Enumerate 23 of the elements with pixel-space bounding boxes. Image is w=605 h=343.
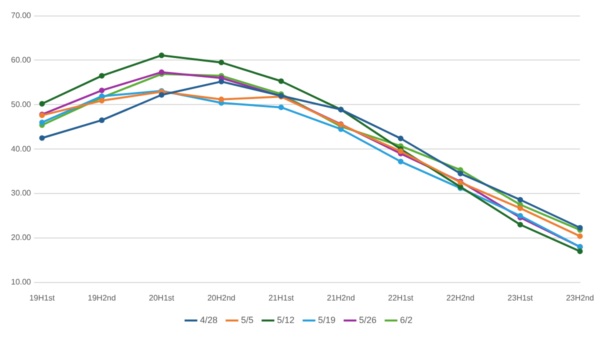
y-tick-label: 20.00 [10, 233, 32, 242]
x-tick-label: 21H2nd [326, 293, 355, 302]
y-tick-label: 10.00 [10, 278, 32, 287]
y-tick-label: 40.00 [10, 144, 32, 154]
x-tick-label: 20H1st [148, 293, 176, 302]
legend-label: 5/19 [318, 314, 336, 325]
x-tick-label: 23H1st [508, 293, 534, 302]
x-tick-label: 23H2nd [566, 293, 594, 302]
x-tick-label: 22H1st [388, 293, 414, 302]
x-tick-label: 22H2nd [446, 293, 474, 302]
x-tick-label: 21H1st [268, 293, 295, 302]
legend-label: 5/12 [276, 314, 295, 325]
y-tick-label: 50.00 [10, 100, 32, 109]
legend-label: 6/2 [400, 314, 413, 325]
legend-label: 5/5 [240, 314, 254, 325]
x-tick-label: 20H2nd [207, 293, 236, 302]
y-tick-label: 60.00 [10, 55, 32, 64]
x-tick-label: 19H2nd [88, 293, 116, 302]
y-tick-label: 30.00 [10, 188, 32, 198]
legend-label: 5/26 [359, 314, 377, 325]
legend-label: 4/28 [200, 314, 218, 325]
x-tick-label: 19H1st [29, 293, 56, 302]
y-tick-label: 70.00 [10, 11, 32, 20]
